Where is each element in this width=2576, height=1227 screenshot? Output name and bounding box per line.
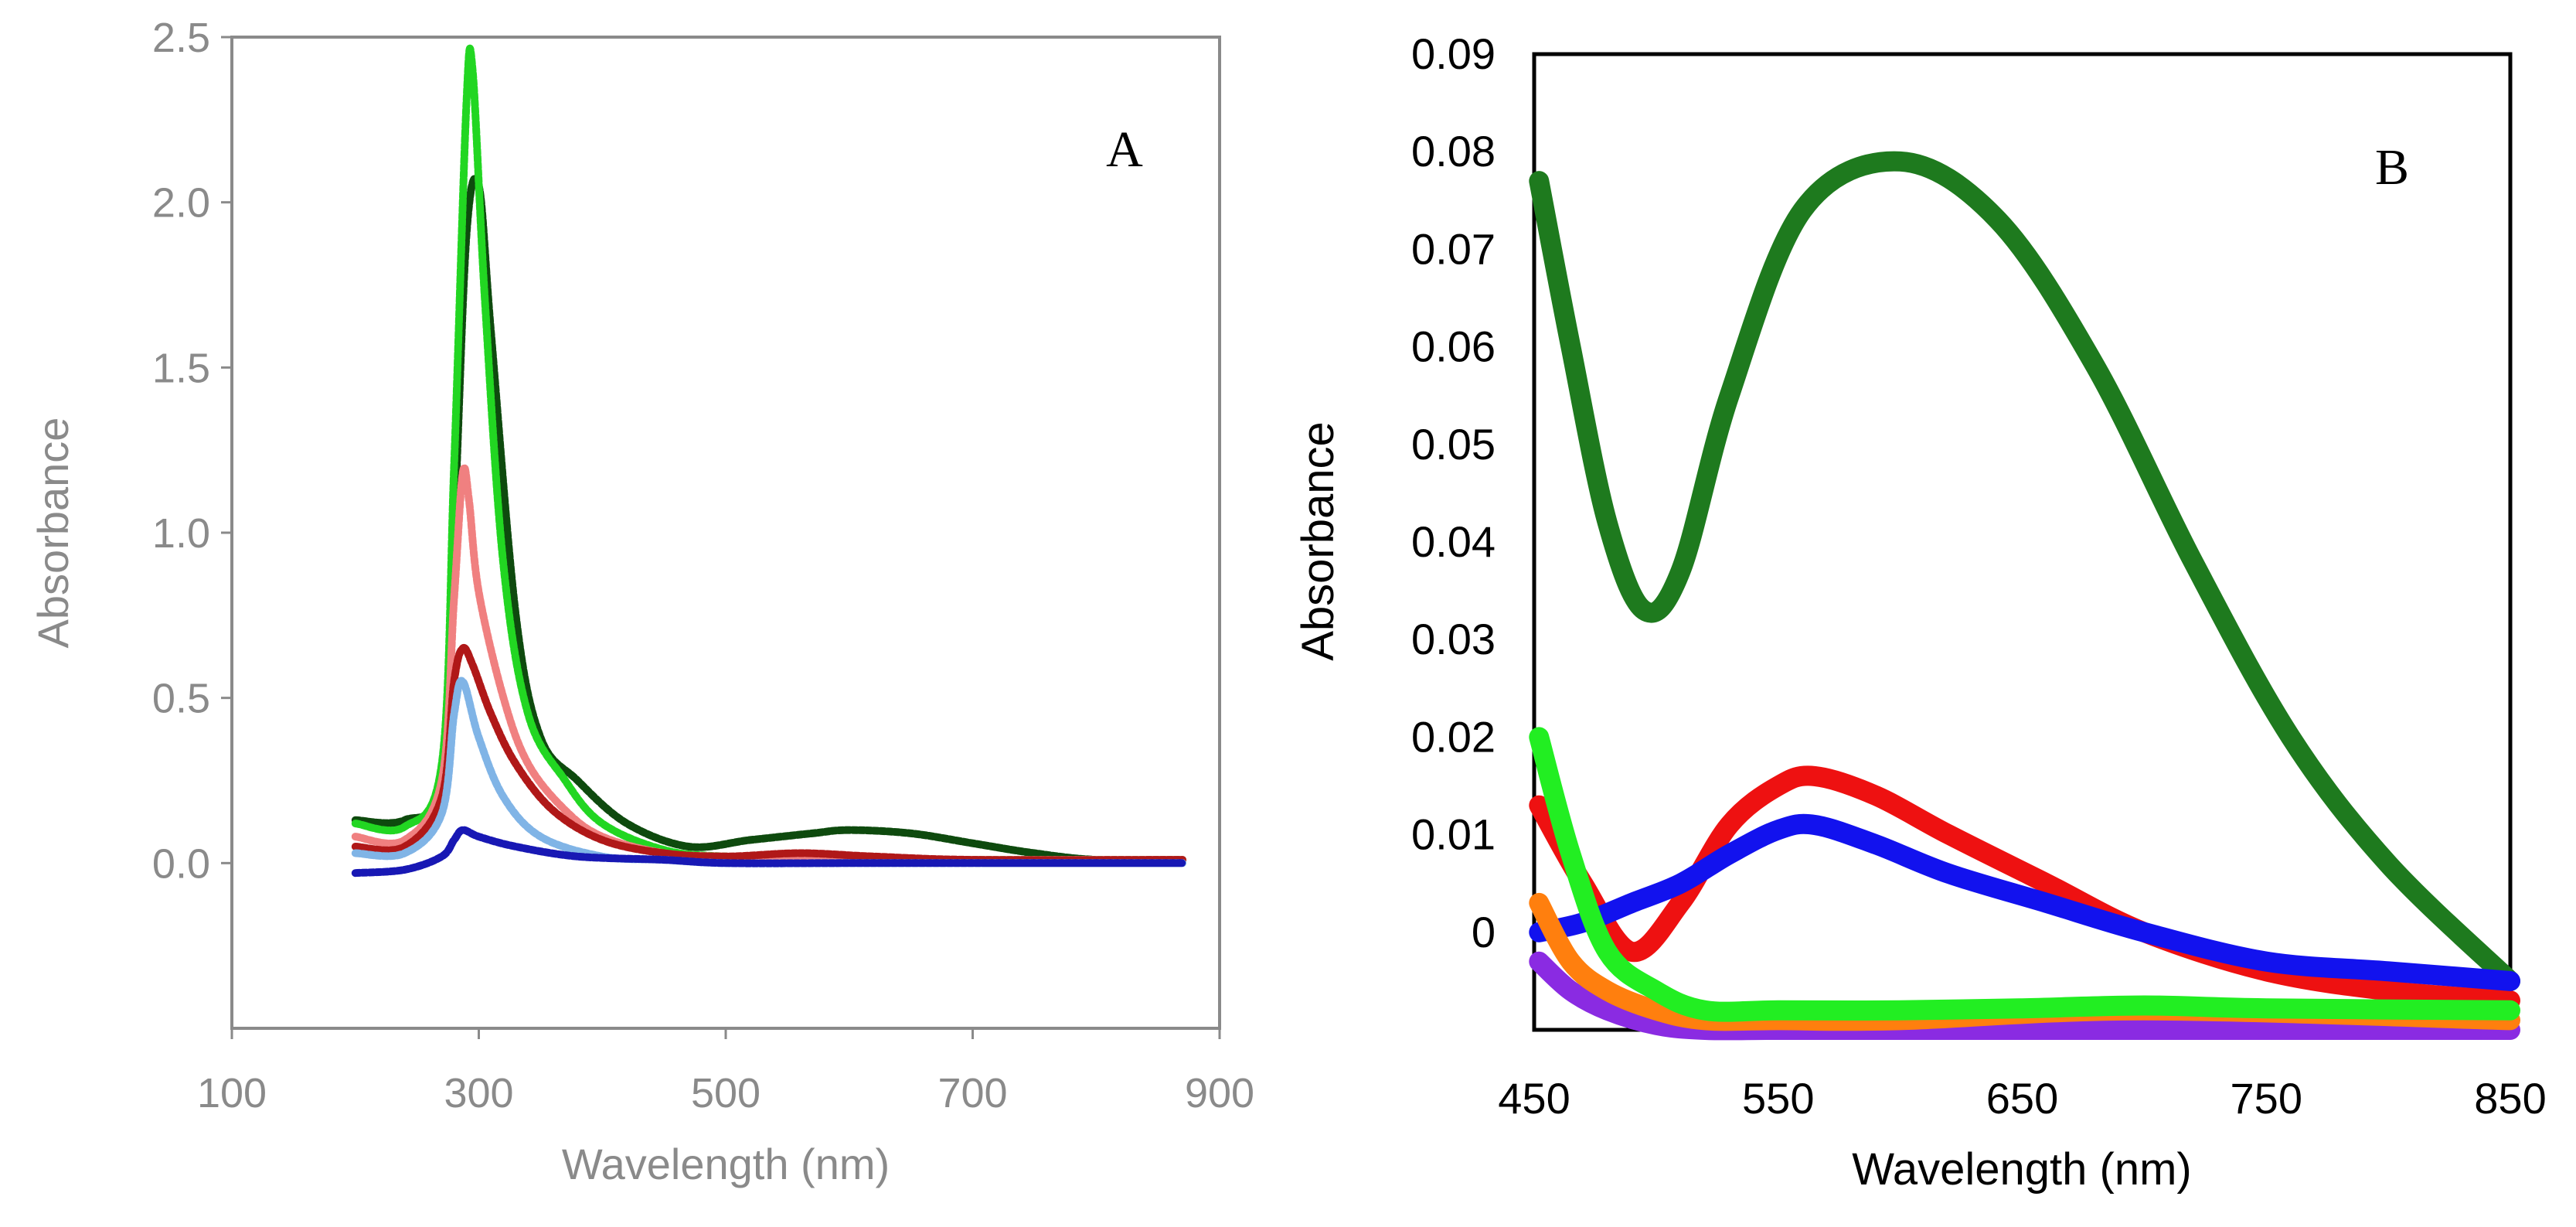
panel-b-y-tick-label: 0.08 bbox=[1411, 127, 1496, 176]
panel-b-x-tick-label: 750 bbox=[2231, 1074, 2302, 1123]
panel-a-x-tick-label: 900 bbox=[1185, 1070, 1254, 1116]
panel-b-x-axis-label: Wavelength (nm) bbox=[1852, 1144, 2191, 1195]
panel-a-y-tick-label: 1.5 bbox=[152, 345, 210, 391]
panel-b-y-tick-label: 0.09 bbox=[1411, 29, 1496, 78]
panel-b-y-tick-label: 0.03 bbox=[1411, 615, 1496, 663]
panel-a-series-dark-blue bbox=[351, 826, 1187, 878]
panel-a-y-tick-label: 1.0 bbox=[152, 510, 210, 557]
panel-a-axes: 100 300 500 700 900 0.0 0.5 1.0 1.5 2.0 2.5 bbox=[152, 15, 1254, 1116]
panel-b-series-bright-green bbox=[1529, 727, 2520, 1022]
panel-b-y-tick-label: 0.02 bbox=[1411, 712, 1496, 761]
panel-a-series-group bbox=[351, 44, 1187, 878]
panel-a: 100 300 500 700 900 0.0 0.5 1.0 1.5 2.0 2.5 Wavele… bbox=[29, 15, 1254, 1188]
panel-a-plot-frame bbox=[230, 36, 1221, 1030]
panel-a-y-axis-label: Absorbance bbox=[29, 418, 77, 649]
panel-b-x-tick-label: 550 bbox=[1742, 1074, 1814, 1123]
panel-a-y-tick-label: 2.5 bbox=[152, 15, 210, 61]
panel-b-y-tick-label: 0.07 bbox=[1411, 224, 1496, 273]
panel-b-y-tick-label: 0.01 bbox=[1411, 810, 1496, 859]
panel-b-letter: B bbox=[2375, 139, 2409, 196]
panel-a-x-tick-label: 500 bbox=[691, 1070, 761, 1116]
panel-b-series-blue bbox=[1529, 813, 2520, 991]
panel-b-series-group bbox=[1529, 151, 2520, 1041]
panel-b-y-tick-label: 0 bbox=[1472, 908, 1496, 956]
panel-a-x-tick-label: 100 bbox=[197, 1070, 267, 1116]
panel-a-y-tick-label: 0.5 bbox=[152, 676, 210, 722]
panel-a-y-tick-label: 0.0 bbox=[152, 840, 210, 887]
panel-a-x-tick-label: 700 bbox=[938, 1070, 1007, 1116]
panel-b-y-tick-label: 0.04 bbox=[1411, 517, 1496, 566]
panel-a-x-axis-label: Wavelength (nm) bbox=[562, 1140, 890, 1188]
panel-b-y-tick-label: 0.06 bbox=[1411, 322, 1496, 371]
panel-b-axes: 450 550 650 750 850 0 0.01 0.02 0.03 0.04 0.05 0.06… bbox=[1411, 29, 2547, 1123]
panel-b-y-tick-label: 0.05 bbox=[1411, 420, 1496, 469]
panel-a-x-tick-label: 300 bbox=[444, 1070, 513, 1116]
panel-b-series-dark-green bbox=[1529, 151, 2520, 991]
panel-a-y-tick-label: 2.0 bbox=[152, 180, 210, 227]
panel-b-x-tick-label: 850 bbox=[2474, 1074, 2546, 1123]
panel-b-x-tick-label: 450 bbox=[1498, 1074, 1570, 1123]
panel-b-y-axis-label: Absorbance bbox=[1293, 421, 1343, 661]
panel-b-x-tick-label: 650 bbox=[1986, 1074, 2058, 1123]
panel-a-letter: A bbox=[1106, 121, 1143, 178]
panel-b: 450 550 650 750 850 0 0.01 0.02 0.03 0.04 0.05 0.06… bbox=[1293, 29, 2547, 1195]
